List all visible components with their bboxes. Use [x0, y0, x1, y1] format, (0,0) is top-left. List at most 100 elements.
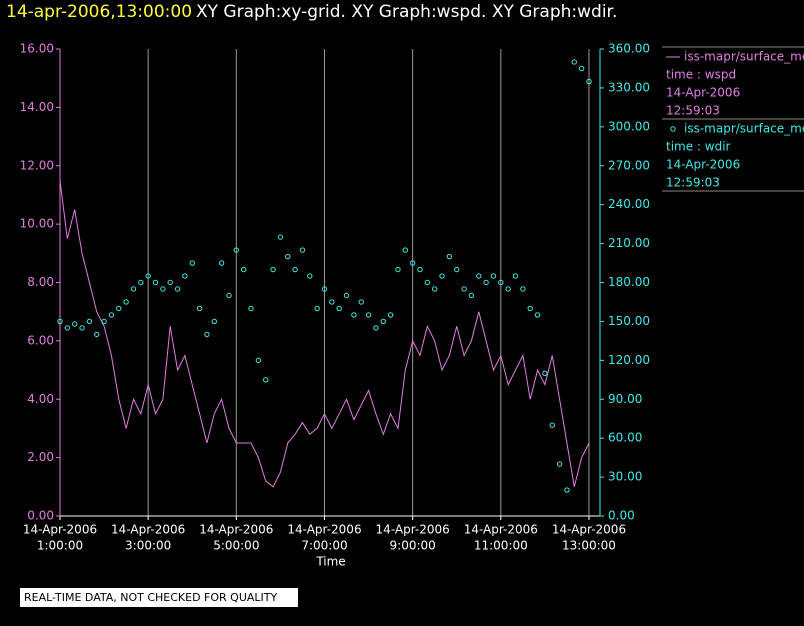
wdir-point	[527, 305, 533, 312]
wdir-point	[211, 318, 217, 325]
legend-name: iss-mapr/surface_met	[684, 50, 804, 64]
legend-time: 12:59:03	[666, 176, 720, 190]
wdir-point	[498, 279, 504, 286]
wdir-point	[108, 312, 115, 318]
wdir-point	[277, 234, 284, 240]
wdir-point	[329, 299, 335, 305]
wdir-point	[167, 279, 173, 286]
wdir-point	[270, 266, 276, 273]
x-tick-label: 14-Apr-2006	[376, 523, 450, 537]
legend-time: 12:59:03	[666, 104, 720, 118]
y2-tick-label: 210.00	[608, 236, 650, 250]
footer: REAL-TIME DATA, NOT CHECKED FOR QUALITY	[24, 591, 278, 604]
wdir-point	[336, 305, 342, 312]
wspd-line	[59, 180, 590, 488]
wdir-point	[351, 312, 357, 318]
wdir-point	[549, 422, 555, 428]
y-tick-label: 4.00	[27, 392, 54, 406]
y2-tick-label: 60.00	[608, 431, 642, 445]
wdir-point	[240, 266, 247, 273]
wdir-point	[130, 286, 137, 292]
legend-name: iss-mapr/surface_met	[684, 122, 804, 136]
wdir-point	[71, 321, 78, 327]
wdir-point	[255, 357, 262, 364]
wdir-point	[343, 292, 350, 299]
wdir-point	[218, 260, 225, 266]
wdir-point	[520, 286, 526, 292]
wdir-point	[204, 331, 210, 338]
wdir-point	[292, 266, 298, 273]
wdir-point	[299, 247, 306, 253]
wdir-point	[490, 273, 497, 279]
wdir-point	[402, 247, 409, 253]
wdir-point	[64, 325, 71, 331]
x-tick-label: 14-Apr-2006	[23, 523, 97, 537]
x-tick-label: 3:00:00	[125, 539, 171, 553]
x-tick-label: 5:00:00	[213, 539, 259, 553]
wdir-point	[461, 286, 467, 292]
wdir-point	[263, 377, 269, 383]
x-axis-label: Time	[315, 555, 345, 569]
wdir-point	[564, 487, 570, 493]
wdir-point	[417, 266, 423, 273]
y-tick-label: 10.00	[20, 217, 54, 231]
y-tick-label: 14.00	[20, 100, 54, 114]
y-tick-label: 16.00	[20, 42, 54, 56]
x-tick-label: 13:00:00	[562, 539, 616, 553]
wdir-point	[160, 286, 166, 292]
wdir-point	[116, 305, 122, 312]
wdir-point	[512, 273, 519, 279]
y-tick-label: 6.00	[27, 333, 54, 347]
wdir-point	[387, 312, 394, 318]
legend-date: 14-Apr-2006	[666, 86, 740, 100]
wdir-point	[86, 318, 93, 325]
wdir-point	[476, 273, 482, 279]
wdir-point	[578, 65, 585, 72]
wdir-point	[285, 253, 291, 260]
wdir-point	[534, 312, 541, 318]
y2-tick-label: 180.00	[608, 275, 650, 289]
wdir-point	[101, 318, 107, 325]
legend-swatch	[670, 126, 676, 132]
y2-tick-label: 0.00	[608, 509, 635, 523]
x-tick-label: 7:00:00	[301, 539, 347, 553]
wdir-point	[189, 260, 195, 266]
y-tick-label: 2.00	[27, 450, 54, 464]
wdir-point	[233, 247, 240, 253]
wdir-point	[409, 260, 416, 266]
y2-tick-label: 240.00	[608, 197, 650, 211]
wdir-point	[307, 273, 313, 279]
wdir-point	[571, 59, 577, 65]
wdir-point	[196, 305, 203, 312]
chart-title: XY Graph:xy-grid. XY Graph:wspd. XY Grap…	[196, 2, 617, 22]
footer-box	[20, 588, 298, 607]
y-tick-label: 0.00	[27, 509, 54, 523]
y2-tick-label: 30.00	[608, 470, 642, 484]
x-tick-label: 9:00:00	[390, 539, 436, 553]
wdir-point	[483, 279, 489, 286]
wdir-point	[226, 292, 232, 299]
wdir-point	[358, 299, 364, 305]
wdir-point	[505, 286, 511, 292]
x-tick-label: 14-Apr-2006	[199, 523, 273, 537]
x-tick-label: 14-Apr-2006	[287, 523, 361, 537]
x-tick-label: 14-Apr-2006	[552, 523, 626, 537]
wdir-point	[424, 279, 431, 286]
wdir-point	[57, 318, 63, 325]
y2-tick-label: 270.00	[608, 158, 650, 172]
y2-tick-label: 90.00	[608, 392, 642, 406]
wdir-point	[586, 78, 592, 85]
wdir-point	[446, 253, 453, 260]
y-tick-label: 12.00	[20, 158, 54, 172]
title-date: 14-apr-2006,13:00:00	[6, 2, 192, 22]
x-tick-label: 11:00:00	[474, 539, 528, 553]
wdir-point	[468, 292, 475, 299]
legend-var: time : wdir	[666, 140, 731, 154]
wdir-point	[182, 273, 188, 279]
y2-tick-label: 330.00	[608, 80, 650, 94]
legend-date: 14-Apr-2006	[666, 158, 740, 172]
wdir-point	[152, 279, 159, 286]
wdir-point	[314, 305, 320, 312]
